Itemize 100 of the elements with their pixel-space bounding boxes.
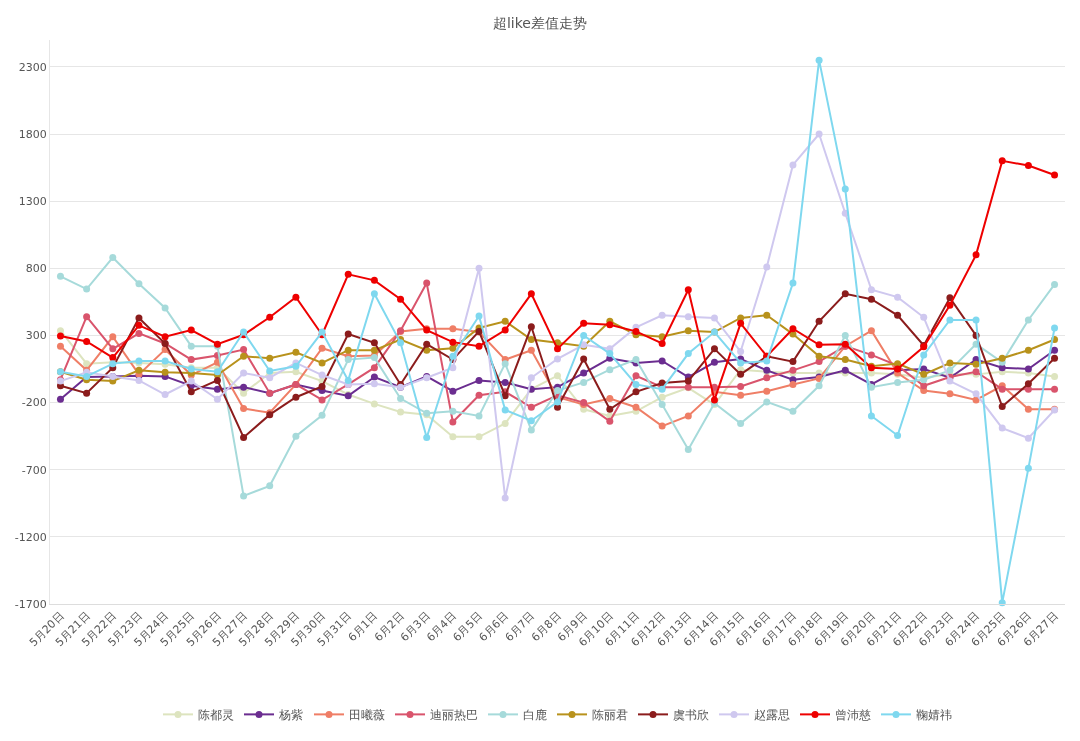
point	[527, 323, 535, 331]
point	[501, 326, 509, 334]
point	[240, 352, 248, 360]
point	[658, 422, 666, 430]
point	[815, 130, 823, 138]
point	[894, 311, 902, 319]
point	[240, 369, 248, 377]
y-tick-label: -1200	[14, 530, 47, 544]
chart-title: 超like差值走势	[492, 15, 588, 32]
point	[397, 339, 405, 347]
point	[972, 251, 980, 259]
point	[475, 342, 483, 350]
point	[580, 369, 588, 377]
point	[83, 360, 91, 368]
point	[920, 313, 928, 321]
point	[1024, 365, 1032, 373]
point	[83, 285, 91, 293]
point	[1024, 346, 1032, 354]
point	[370, 339, 378, 347]
point	[684, 286, 692, 294]
point	[475, 376, 483, 384]
point	[527, 417, 535, 425]
point	[1024, 162, 1032, 170]
point	[554, 372, 561, 380]
point	[370, 276, 378, 284]
point	[658, 311, 666, 319]
point	[998, 157, 1006, 165]
point	[684, 412, 692, 420]
point	[318, 344, 326, 352]
point	[815, 352, 823, 360]
point	[449, 338, 457, 346]
point	[449, 325, 457, 333]
point	[527, 374, 535, 382]
point	[501, 378, 509, 386]
point	[920, 382, 928, 390]
point	[344, 346, 352, 354]
point	[580, 378, 588, 386]
point	[1024, 316, 1032, 324]
point	[606, 366, 614, 374]
point	[606, 321, 614, 329]
point	[841, 290, 849, 298]
point	[658, 401, 666, 409]
point	[632, 403, 640, 411]
point	[658, 339, 666, 347]
point	[894, 378, 902, 386]
point	[501, 419, 509, 427]
point	[815, 341, 823, 349]
point	[946, 316, 954, 324]
point	[658, 357, 666, 365]
point	[501, 406, 509, 414]
point	[109, 345, 117, 353]
point	[684, 446, 692, 454]
point	[998, 599, 1006, 607]
point	[998, 354, 1006, 362]
point	[763, 387, 771, 395]
point	[789, 161, 797, 169]
point	[815, 382, 823, 390]
point	[397, 295, 405, 303]
point	[344, 270, 352, 278]
point	[527, 290, 535, 298]
legend-label: 鞠婧祎	[916, 708, 952, 723]
point	[710, 345, 718, 353]
point	[344, 356, 352, 364]
point	[240, 346, 248, 354]
point	[135, 314, 143, 322]
point	[135, 321, 143, 329]
point	[894, 293, 902, 301]
point	[501, 317, 509, 325]
point	[946, 294, 954, 302]
point	[920, 351, 928, 359]
point	[789, 358, 797, 366]
point	[370, 364, 378, 372]
point	[867, 286, 875, 294]
point	[56, 342, 64, 350]
point	[266, 482, 274, 490]
point	[423, 433, 431, 441]
legend-label: 陈丽君	[592, 708, 628, 723]
point	[527, 346, 535, 354]
point	[684, 313, 692, 321]
point	[606, 395, 614, 403]
point	[946, 359, 954, 367]
point	[606, 417, 614, 425]
point	[266, 313, 274, 321]
point	[763, 398, 771, 406]
y-tick-label: -200	[21, 396, 47, 410]
point	[187, 342, 195, 350]
point	[1051, 280, 1059, 288]
point	[737, 382, 745, 390]
point	[632, 327, 640, 335]
point	[475, 391, 483, 399]
point	[370, 373, 378, 381]
point	[763, 263, 771, 271]
point	[56, 332, 64, 340]
point	[527, 403, 535, 411]
point	[266, 354, 274, 362]
point	[737, 391, 745, 399]
point	[606, 405, 614, 413]
point	[632, 388, 640, 396]
point	[109, 333, 117, 341]
point	[475, 312, 483, 320]
